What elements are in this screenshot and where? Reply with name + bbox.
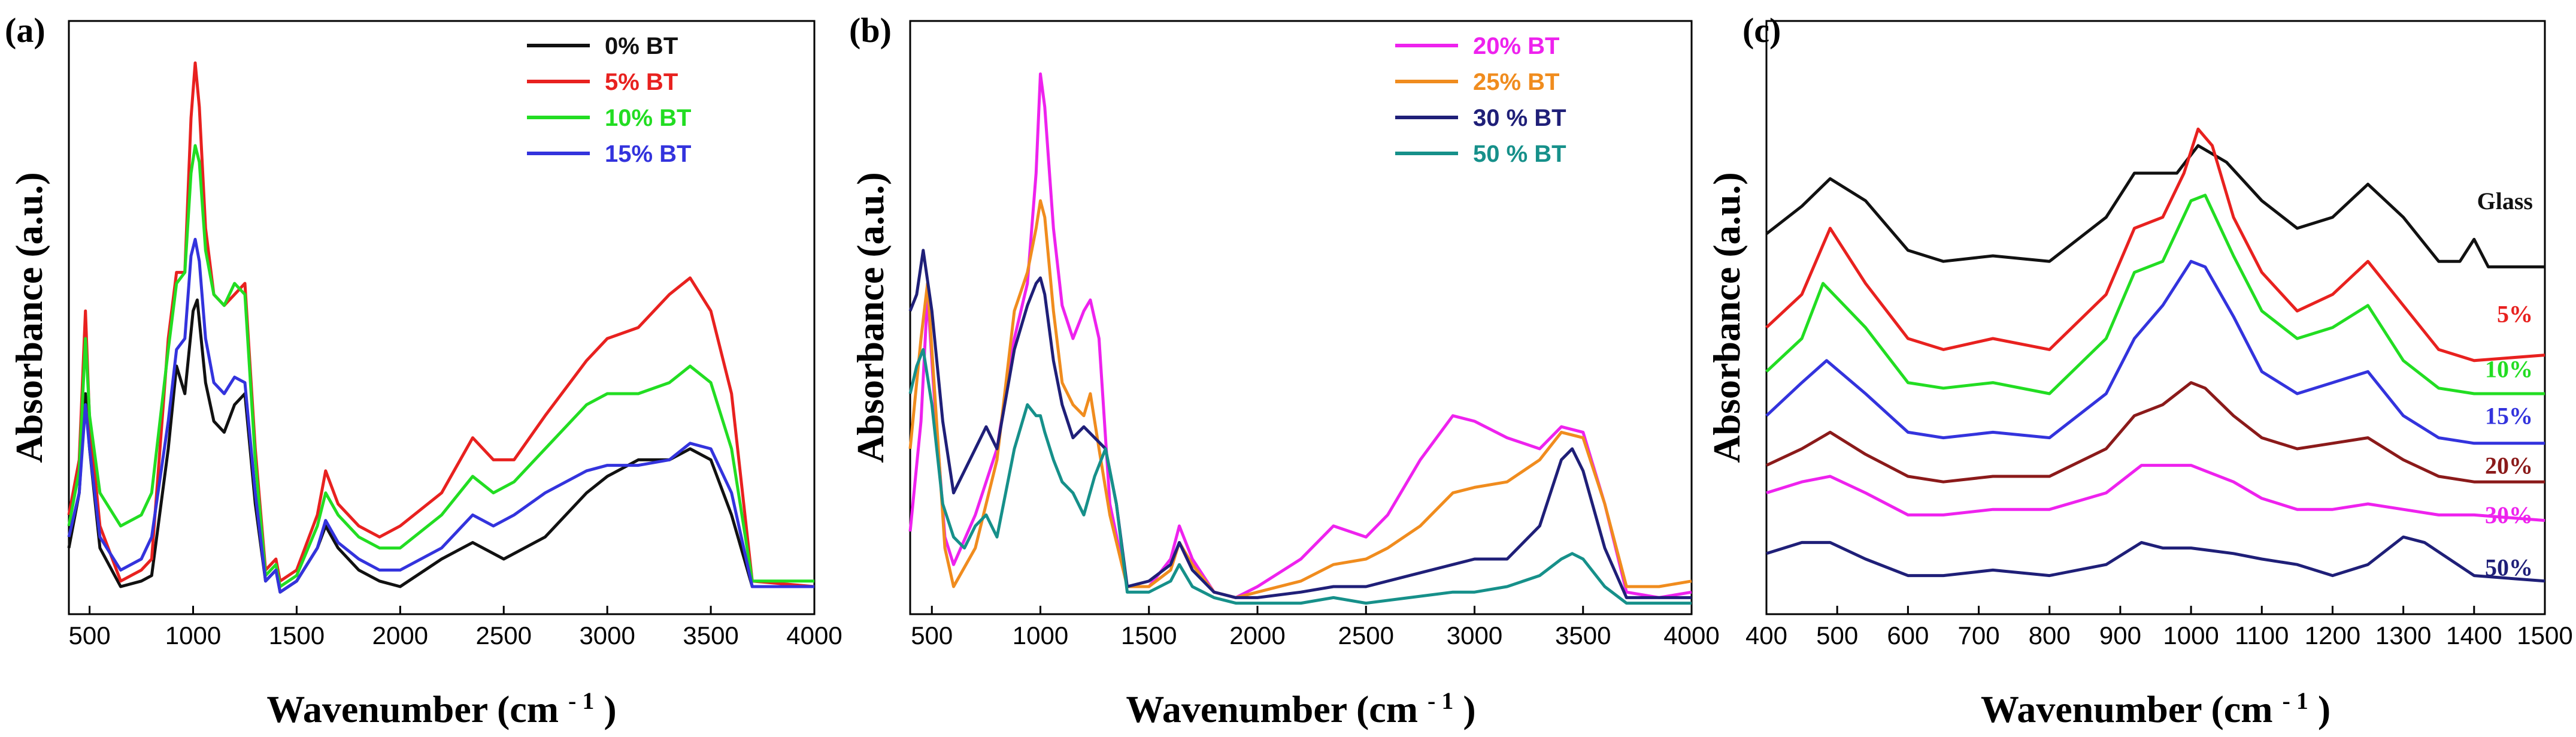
plot-frame: [909, 20, 1693, 615]
x-tick-label: 2000: [372, 621, 428, 650]
curve-end-label: 10%: [2485, 355, 2533, 382]
legend-label: 25% BT: [1473, 69, 1560, 95]
x-tick-label: 4000: [786, 621, 842, 650]
x-tick-label: 1300: [2375, 621, 2431, 650]
x-tick-label: 1500: [1121, 621, 1177, 650]
x-axis-label-end: ): [2308, 688, 2330, 730]
panel-a: (a) 500 1000 1500 2000 2500 3000 3500 4000 Wavenu…: [5, 11, 842, 730]
x-axis-label-end: ): [594, 688, 616, 730]
legend-label: 20% BT: [1473, 33, 1560, 59]
x-tick-label: 4000: [1663, 621, 1719, 650]
series-line-25-bt: [908, 199, 1692, 599]
series-line-10-bt: [67, 144, 814, 588]
x-tick-label: 500: [1816, 621, 1858, 650]
x-axis-label: Wavenumber (cm - 1 ): [1981, 687, 2330, 731]
panel-b: (b) 500 1000 1500 2000 2500 3000 3500 4000 Wavenu…: [849, 11, 1720, 730]
x-tick-label: 3500: [1555, 621, 1611, 650]
plot-frame: [68, 20, 816, 615]
series-line-15-: [1765, 259, 2545, 445]
x-tick-label: 1000: [2163, 621, 2219, 650]
x-tick-label: 900: [2099, 621, 2141, 650]
x-tick-label: 700: [1958, 621, 2000, 650]
series-line-50-bt: [908, 348, 1692, 605]
x-tick-label: 1000: [1013, 621, 1068, 650]
legend-label: 30 % BT: [1473, 105, 1566, 131]
x-axis-label: Wavenumber (cm - 1 ): [1126, 687, 1475, 731]
x-tick-label: 3000: [1447, 621, 1502, 650]
panel-letter: (a): [5, 11, 46, 50]
x-tick-label: 800: [2029, 621, 2071, 650]
legend-label: 15% BT: [605, 141, 692, 167]
series-line-glass: [1765, 144, 2545, 268]
x-tick-label: 1500: [2517, 621, 2572, 650]
series-line-5-bt: [67, 61, 815, 588]
x-tick-label: 3500: [683, 621, 738, 650]
x-tick-label: 500: [69, 621, 111, 650]
y-axis-label: Absorbance (a.u.): [849, 172, 892, 463]
curve-end-label: 15%: [2485, 403, 2533, 430]
x-tick-label: 1100: [2235, 621, 2289, 650]
series-line-20-: [1765, 381, 2545, 484]
series-line-20-bt: [908, 72, 1692, 599]
curve-end-label: 50%: [2485, 554, 2533, 581]
x-tick-label: 2000: [1229, 621, 1285, 650]
x-tick-label: 400: [1745, 621, 1787, 650]
x-tick-label: 1500: [269, 621, 325, 650]
x-axis-label-sup: - 1: [2283, 687, 2308, 714]
series-line-15-bt: [67, 237, 814, 594]
y-axis-label: Absorbance (a.u.): [1705, 172, 1748, 463]
x-tick-label: 600: [1887, 621, 1929, 650]
series-line-50-: [1766, 535, 2545, 583]
series-line-5-: [1765, 127, 2545, 363]
x-tick-label: 1000: [165, 621, 221, 650]
x-axis-label-sup: - 1: [568, 687, 594, 714]
x-axis-label-end: ): [1453, 688, 1475, 730]
panel-letter: (c): [1742, 11, 1781, 50]
curve-end-label: 20%: [2485, 452, 2533, 479]
panel-letter: (b): [849, 11, 892, 50]
legend-label: 50 % BT: [1473, 141, 1566, 167]
legend-label: 5% BT: [605, 69, 678, 95]
x-tick-label: 2500: [476, 621, 532, 650]
curve-end-label: 5%: [2497, 300, 2533, 327]
curve-end-label: Glass: [2477, 188, 2533, 215]
series-line-30-bt: [908, 249, 1692, 599]
x-tick-label: 1400: [2446, 621, 2502, 650]
legend-label: 10% BT: [605, 105, 692, 131]
legend-label: 0% BT: [605, 33, 678, 59]
x-tick-label: 3000: [579, 621, 635, 650]
x-axis-label-sup: - 1: [1428, 687, 1453, 714]
panel-c: (c) 400 500 600 700 800 900 1000 1100 1200 1300 140…: [1705, 11, 2573, 730]
y-axis-label: Absorbance (a.u.): [8, 172, 50, 463]
curve-end-label: 30%: [2485, 502, 2533, 528]
series-line-10-: [1765, 194, 2545, 395]
x-tick-label: 500: [911, 621, 953, 650]
x-tick-label: 2500: [1338, 621, 1394, 650]
x-tick-label: 1200: [2305, 621, 2360, 650]
x-axis-label: Wavenumber (cm - 1 ): [266, 687, 616, 731]
series-line-30-: [1766, 464, 2545, 522]
plot-frame: [1765, 20, 2546, 615]
